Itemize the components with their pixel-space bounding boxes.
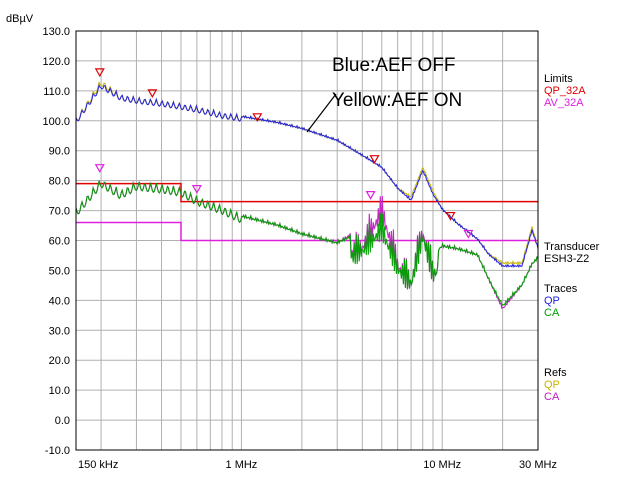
x-tick-label: 1 MHz [226, 459, 258, 471]
y-tick-label: 30.0 [49, 325, 70, 337]
trace-line [75, 180, 539, 310]
limit-marker [94, 68, 105, 78]
legend-limit-av: AV_32A [544, 97, 584, 109]
y-tick-label: 80.0 [49, 176, 70, 188]
y-tick-label: 0.0 [55, 415, 70, 427]
legend-refs-title: Refs [544, 367, 567, 379]
annotation-pointer [306, 93, 337, 133]
limit-marker [365, 191, 376, 200]
y-tick-label: 10.0 [49, 385, 70, 397]
limit-marker [463, 229, 474, 239]
y-tick-label: -10.0 [45, 445, 70, 457]
legend-ref-ca: CA [544, 391, 560, 403]
y-tick-label: 130.0 [42, 26, 70, 38]
legend-traces-title: Traces [544, 283, 578, 295]
x-tick-label: 150 kHz [78, 459, 118, 471]
y-tick-label: 110.0 [43, 86, 70, 98]
annotation-yellow: Yellow:AEF ON [332, 90, 462, 111]
legend-limit-qp: QP_32A [544, 85, 586, 97]
legend-transducer: ESH3-Z2 [544, 253, 589, 265]
limit-marker [191, 185, 202, 194]
y-tick-label: 120.0 [42, 56, 70, 68]
limit-markers [94, 68, 474, 239]
trace-line [75, 180, 539, 307]
legend-limits-title: Limits [544, 73, 573, 85]
y-tick-label: 100.0 [42, 116, 70, 128]
y-tick-label: 70.0 [49, 206, 70, 218]
legend-ref-qp: QP [544, 379, 560, 391]
x-tick-label: 30 MHz [519, 459, 557, 471]
y-axis-label: dBµV [6, 13, 34, 25]
x-tick-labels: 150 kHz 1 MHz 10 MHz 30 MHz [78, 459, 557, 471]
legend-trace-qp: QP [544, 295, 560, 307]
y-tick-label: 20.0 [49, 355, 70, 367]
limit-marker [252, 113, 263, 123]
y-tick-label: 60.0 [49, 236, 70, 248]
limit-marker [94, 164, 105, 173]
y-tick-label: 90.0 [49, 146, 70, 158]
side-legend: Limits QP_32A AV_32A Transducer ESH3-Z2 … [544, 73, 600, 403]
plot-frame [75, 30, 539, 451]
x-tick-label: 10 MHz [423, 459, 461, 471]
y-tick-label: 50.0 [49, 265, 70, 277]
legend-transducer-title: Transducer [544, 241, 600, 253]
annotation-blue: Blue:AEF OFF [332, 55, 456, 76]
limit-marker [369, 155, 380, 164]
trace-line [75, 83, 539, 268]
y-tick-labels: 130.0 120.0 110.0 100.0 90.0 80.0 70.0 60.0 50.0… [42, 26, 70, 457]
legend-trace-ca: CA [544, 307, 560, 319]
y-tick-label: 40.0 [49, 295, 70, 307]
trace-lines [75, 81, 539, 310]
limit-marker [445, 211, 456, 221]
limit-marker [147, 89, 158, 99]
limit-line [76, 221, 538, 242]
